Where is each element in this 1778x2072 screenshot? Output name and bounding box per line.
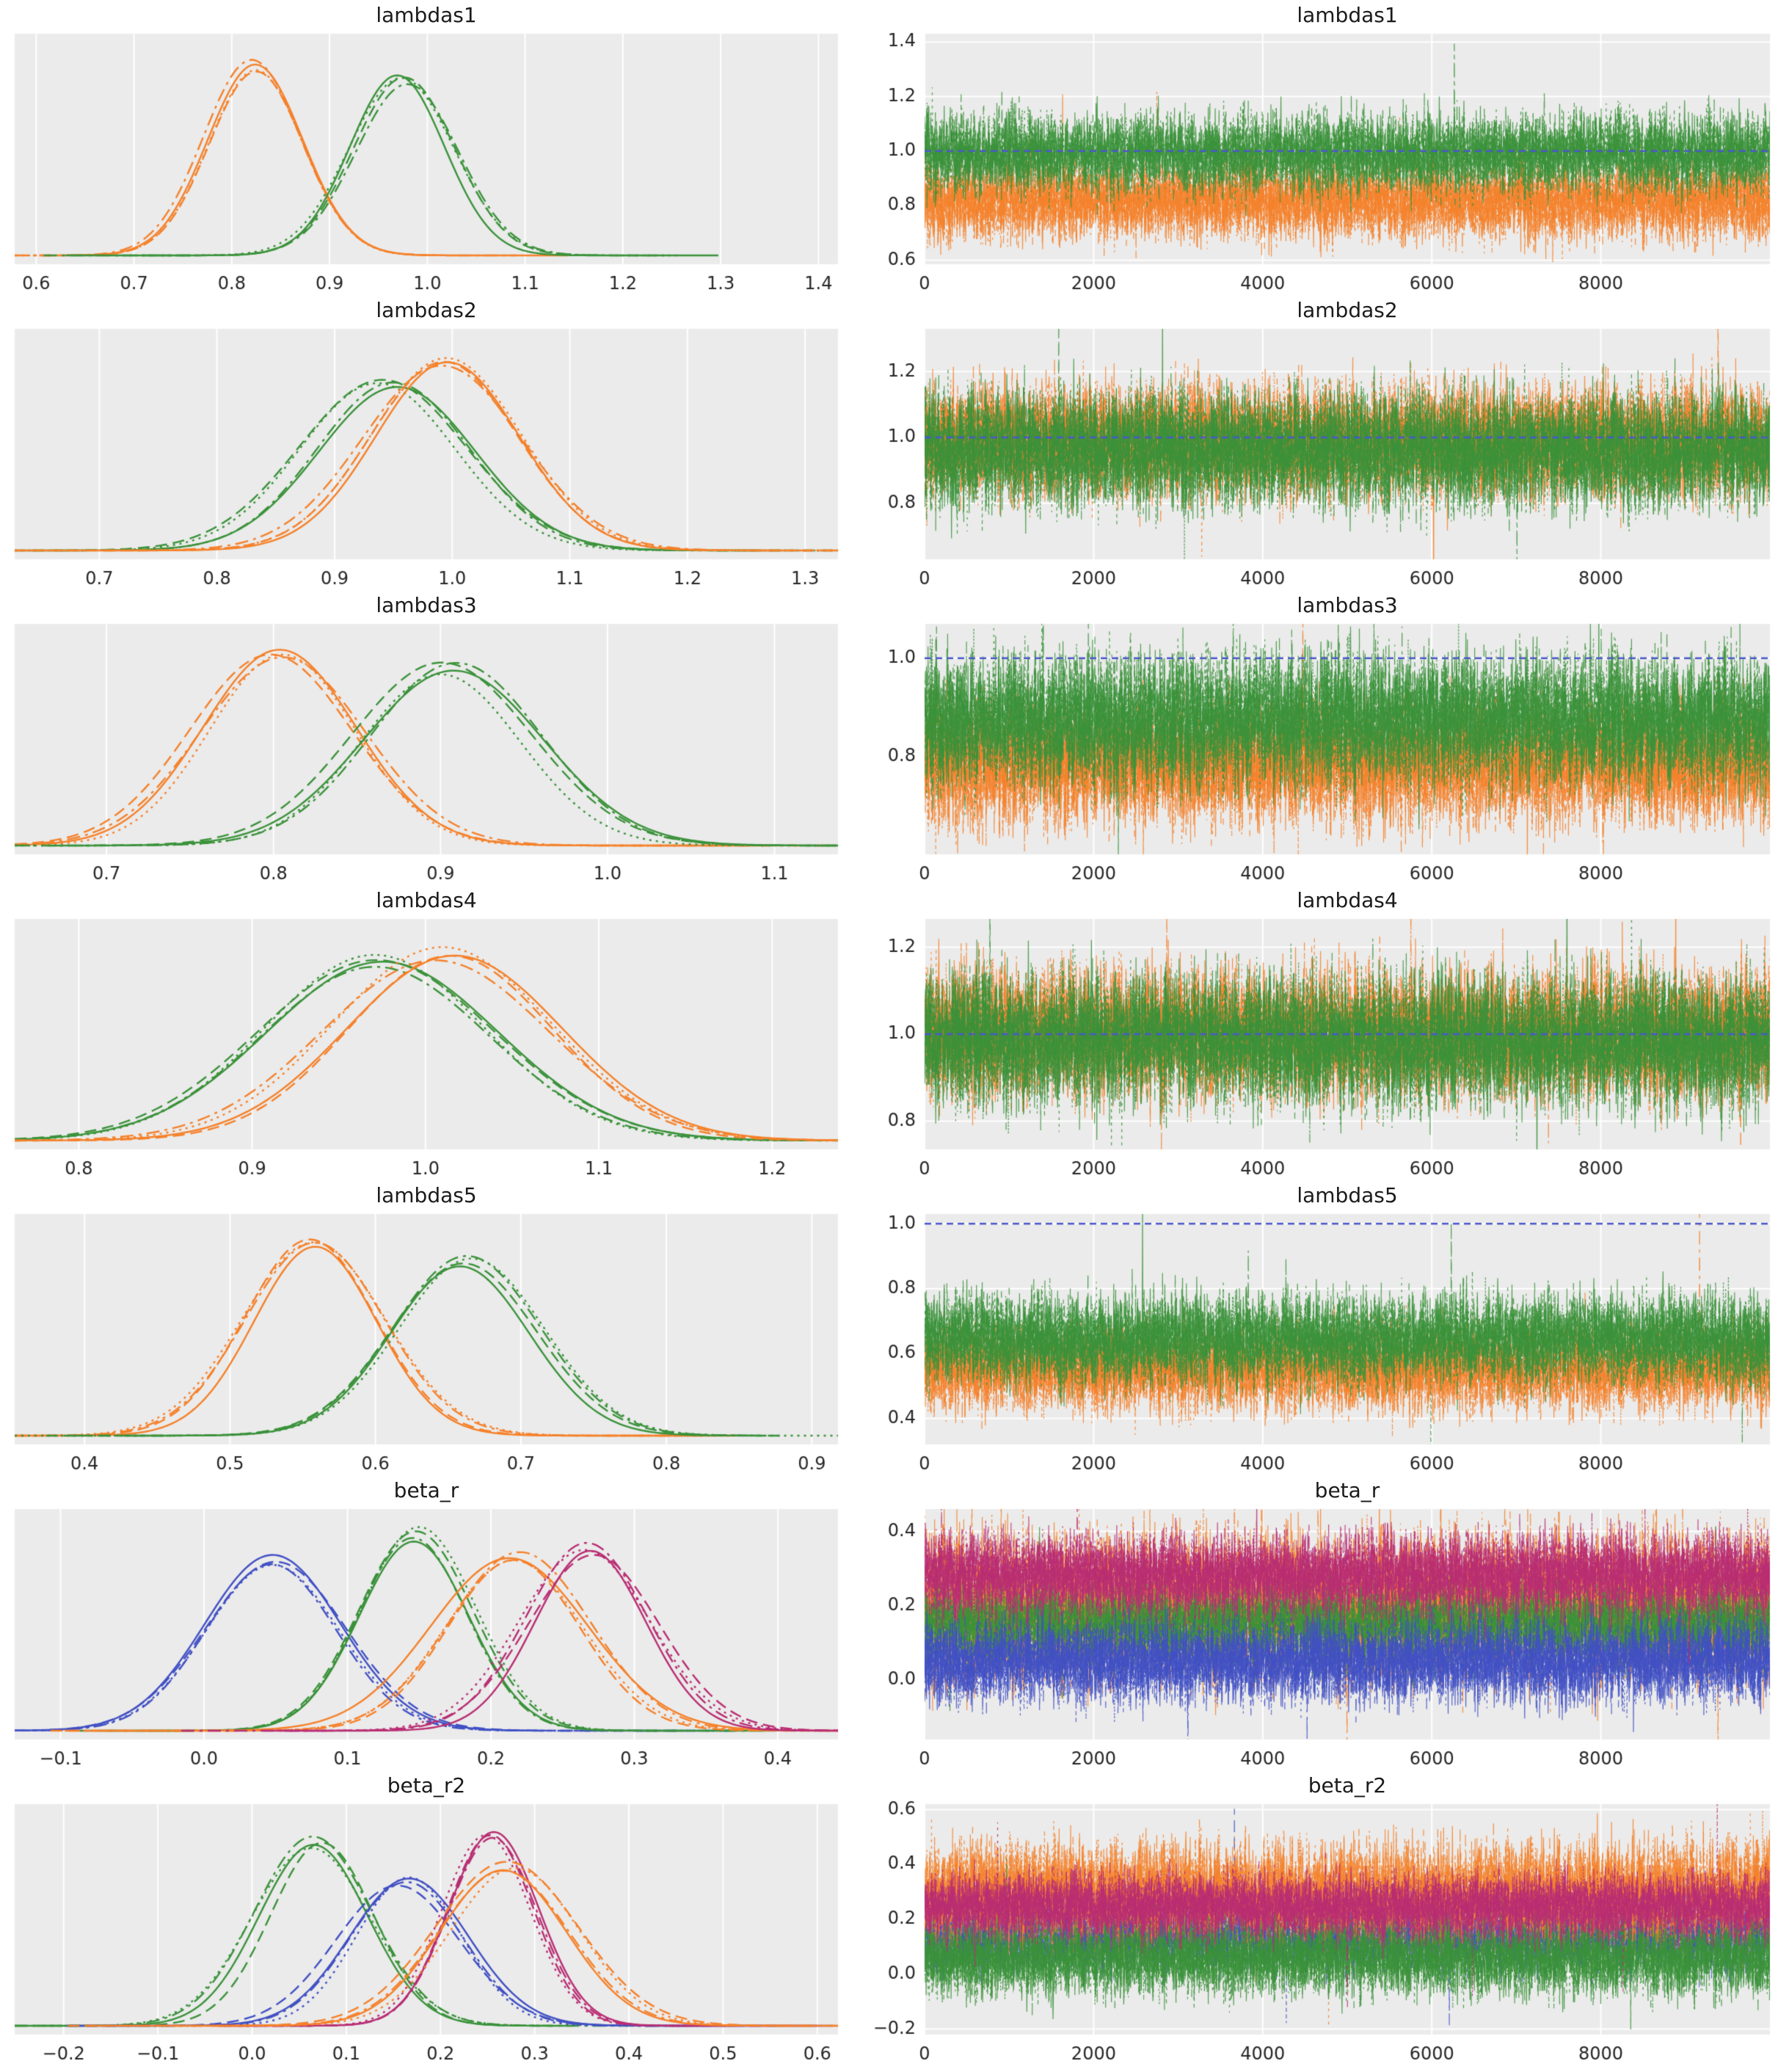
kde-canvas-lambdas3 bbox=[4, 619, 848, 888]
trace-canvas-lambdas4 bbox=[866, 915, 1776, 1183]
kde-panel-lambdas5: lambdas5 bbox=[4, 1183, 848, 1478]
trace-panel-lambdas1: lambdas1 bbox=[866, 3, 1776, 298]
plot-title: beta_r bbox=[1314, 1478, 1380, 1502]
trace-canvas-beta-r2 bbox=[866, 1800, 1776, 2068]
kde-panel-beta-r2: beta_r2 bbox=[4, 1773, 848, 2068]
kde-panel-lambdas2: lambdas2 bbox=[4, 298, 848, 593]
plot-title: beta_r2 bbox=[1308, 1773, 1387, 1797]
plot-title: lambdas3 bbox=[1297, 593, 1398, 617]
trace-canvas-beta-r bbox=[866, 1505, 1776, 1773]
plot-title: lambdas1 bbox=[1297, 3, 1398, 27]
plot-title: lambdas2 bbox=[1297, 298, 1398, 322]
plot-title: lambdas5 bbox=[376, 1183, 477, 1207]
trace-canvas-lambdas5 bbox=[866, 1210, 1776, 1478]
plot-title: lambdas2 bbox=[376, 298, 477, 322]
trace-panel-lambdas2: lambdas2 bbox=[866, 298, 1776, 593]
plot-title: beta_r2 bbox=[387, 1773, 466, 1797]
kde-panel-lambdas3: lambdas3 bbox=[4, 593, 848, 888]
plot-title: beta_r bbox=[393, 1478, 459, 1502]
plot-title: lambdas5 bbox=[1297, 1183, 1398, 1207]
trace-canvas-lambdas3 bbox=[866, 619, 1776, 888]
trace-panel-lambdas3: lambdas3 bbox=[866, 593, 1776, 888]
trace-panel-beta-r2: beta_r2 bbox=[866, 1773, 1776, 2068]
kde-panel-lambdas4: lambdas4 bbox=[4, 888, 848, 1183]
trace-panel-lambdas4: lambdas4 bbox=[866, 888, 1776, 1183]
trace-canvas-lambdas1 bbox=[866, 29, 1776, 298]
plot-title: lambdas4 bbox=[376, 888, 477, 912]
kde-canvas-beta-r2 bbox=[4, 1800, 848, 2068]
kde-panel-beta-r: beta_r bbox=[4, 1478, 848, 1773]
plot-title: lambdas3 bbox=[376, 593, 477, 617]
kde-panel-lambdas1: lambdas1 bbox=[4, 3, 848, 298]
kde-canvas-lambdas5 bbox=[4, 1210, 848, 1478]
kde-canvas-lambdas4 bbox=[4, 915, 848, 1183]
kde-canvas-beta-r bbox=[4, 1505, 848, 1773]
kde-canvas-lambdas2 bbox=[4, 324, 848, 593]
plot-title: lambdas4 bbox=[1297, 888, 1398, 912]
trace-panel-lambdas5: lambdas5 bbox=[866, 1183, 1776, 1478]
trace-canvas-lambdas2 bbox=[866, 324, 1776, 593]
trace-panel-beta-r: beta_r bbox=[866, 1478, 1776, 1773]
plot-title: lambdas1 bbox=[376, 3, 477, 27]
kde-canvas-lambdas1 bbox=[4, 29, 848, 298]
